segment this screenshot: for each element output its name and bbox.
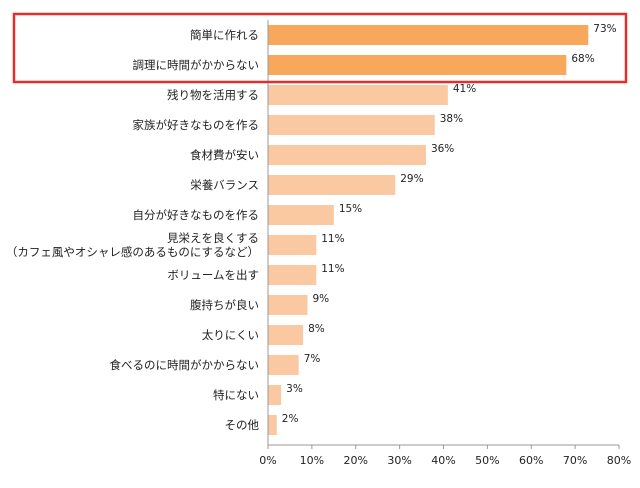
category-label: その他 [225,418,260,432]
value-label: 2% [282,413,299,425]
x-tick-label: 40% [431,454,455,467]
bar [268,205,334,225]
value-label: 29% [400,173,423,185]
bar [268,145,426,165]
x-tick-label: 80% [607,454,631,467]
bar [268,175,396,195]
bar [268,115,435,135]
category-label: （カフェ風やオシャレ感のあるものにするなど） [6,245,259,259]
highlight-box [12,12,628,84]
category-label: 家族が好きなものを作る [133,118,260,132]
category-label: 簡単に作れる [190,28,259,42]
category-label: ボリュームを出す [167,268,259,282]
value-label: 41% [453,83,476,95]
bar [268,25,589,45]
x-tick-label: 20% [344,454,368,467]
bar [268,235,317,255]
value-label: 36% [431,143,454,155]
x-tick-label: 50% [475,454,499,467]
value-label: 7% [304,353,321,365]
value-label: 73% [593,23,616,35]
category-label: 腹持ちが良い [190,298,259,312]
highlight-rectangle [12,12,628,84]
value-label: 3% [286,383,303,395]
value-label: 11% [321,233,344,245]
x-tick-label: 70% [563,454,587,467]
value-label: 8% [308,323,325,335]
bar [268,415,277,435]
category-label: 栄養バランス [190,178,259,192]
bar [268,355,299,375]
x-tick-label: 0% [259,454,276,467]
category-label: 残り物を活用する [167,88,259,102]
x-tick-label: 10% [300,454,324,467]
category-label: 自分が好きなものを作る [133,208,260,222]
x-tick-label: 60% [519,454,543,467]
bar [268,85,448,105]
x-tick-label: 30% [387,454,411,467]
category-label: 食材費が安い [190,148,259,162]
bars: 73% 簡単に作れる 68% 調理に時間がかからない 41% 残り物を活用する 38% 家族が… [6,23,617,435]
value-label: 38% [440,113,463,125]
value-label: 9% [312,293,329,305]
category-label: 見栄えを良くする [167,231,259,245]
x-axis: 0% 10% 20% 30% 40% 50% 60% 70% 80% [259,20,631,467]
value-label: 68% [571,53,594,65]
bar [268,325,304,345]
category-label: 調理に時間がかからない [133,58,260,72]
bar [268,295,308,315]
bar [268,385,282,405]
category-label: 食べるのに時間がかからない [110,358,260,372]
value-label: 11% [321,263,344,275]
category-label: 太りにくい [202,328,259,342]
bar [268,55,567,75]
value-label: 15% [339,203,362,215]
category-label: 特にない [213,388,259,402]
bar [268,265,317,285]
